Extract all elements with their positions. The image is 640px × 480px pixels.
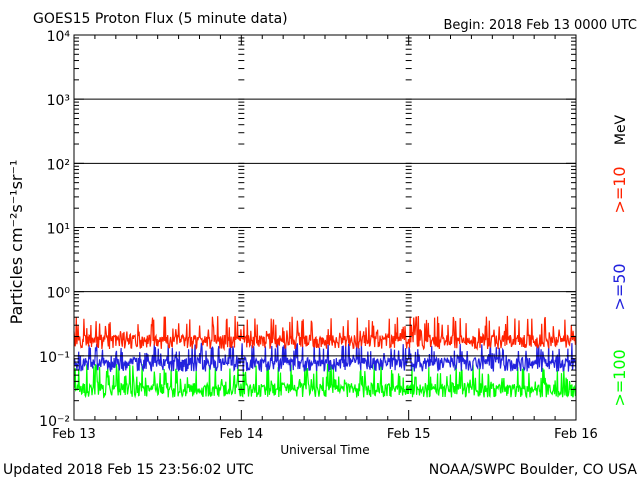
day-divider: [238, 37, 245, 421]
x-axis-label: Universal Time: [280, 443, 369, 457]
y-tick-label: 10²: [47, 157, 70, 173]
x-tick-label: Feb 16: [554, 427, 598, 442]
begin-label: Begin: 2018 Feb 13 0000 UTC: [443, 18, 637, 33]
y-tick-label: 10⁻¹: [39, 350, 70, 366]
y-tick-label: 10⁻²: [39, 414, 70, 430]
y-tick-label: 10¹: [47, 222, 70, 238]
y-axis-label: Particles cm⁻²s⁻¹sr⁻¹: [7, 160, 26, 325]
series-line: [73, 315, 577, 352]
day-divider: [405, 37, 412, 421]
series-line: [73, 363, 577, 399]
y-tick-label: 10³: [47, 93, 70, 109]
legend-entry: >=10: [610, 166, 629, 213]
x-tick-label: Feb 14: [219, 427, 263, 442]
x-tick-labels: Feb 13 Feb 14 Feb 15 Feb 16: [52, 427, 598, 442]
legend: MeV >=10 >=50 >=100: [610, 114, 629, 406]
x-tick-label: Feb 15: [387, 427, 431, 442]
legend-units: MeV: [613, 114, 629, 145]
x-tick-label: Feb 13: [52, 427, 96, 442]
plot-frame: [73, 34, 577, 421]
grid-layer: [73, 35, 577, 421]
legend-entry: >=50: [610, 263, 629, 310]
series-layer: [73, 315, 577, 399]
footer-updated: Updated 2018 Feb 15 23:56:02 UTC: [3, 462, 254, 478]
legend-entry: >=100: [610, 349, 629, 406]
y-tick-labels: 10⁴ 10³ 10² 10¹ 10⁰ 10⁻¹ 10⁻²: [39, 29, 70, 430]
series-line: [73, 342, 577, 373]
y-tick-label: 10⁴: [47, 29, 71, 45]
y-tick-label: 10⁰: [47, 286, 71, 302]
footer-credit: NOAA/SWPC Boulder, CO USA: [429, 462, 638, 478]
chart-title: GOES15 Proton Flux (5 minute data): [33, 11, 288, 27]
